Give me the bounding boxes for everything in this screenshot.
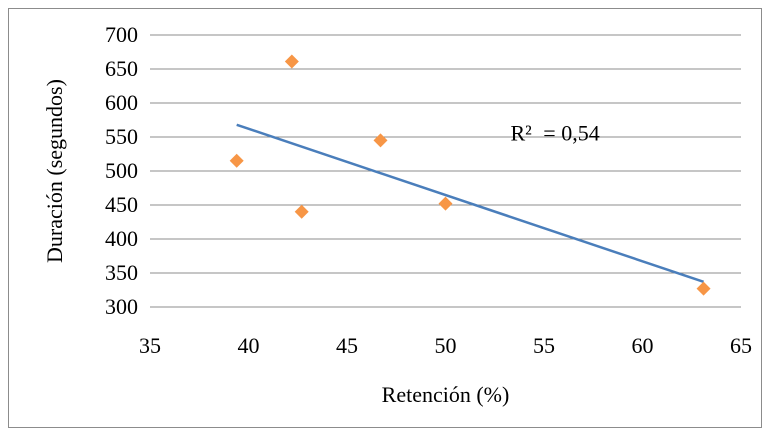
chart-frame	[8, 8, 762, 428]
y-tick-label-400: 400	[105, 226, 138, 251]
y-tick-label-700: 700	[105, 22, 138, 47]
r-squared-annotation: R² = 0,54	[511, 121, 600, 146]
x-tick-label-60: 60	[632, 333, 654, 358]
x-tick-label-65: 65	[730, 333, 752, 358]
trend-line	[236, 123, 704, 284]
y-tick-label-300: 300	[105, 294, 138, 319]
y-tick-label-500: 500	[105, 158, 138, 183]
data-point-4	[373, 133, 388, 148]
data-points	[229, 54, 711, 296]
x-axis-title: Retención (%)	[382, 382, 510, 407]
x-tick-label-35: 35	[139, 333, 161, 358]
y-axis-title: Duración (segundos)	[42, 79, 67, 263]
r-squared-value: = 0,54	[543, 121, 599, 146]
x-tick-label-55: 55	[533, 333, 555, 358]
grid-lines	[150, 34, 741, 274]
x-tick-labels: 35 40 45 50 55 60 65	[139, 333, 752, 358]
x-tick-label-40: 40	[238, 333, 260, 358]
x-tick-label-50: 50	[435, 333, 457, 358]
data-point-1	[229, 153, 244, 168]
y-tick-label-350: 350	[105, 260, 138, 285]
data-point-2	[284, 54, 299, 69]
x-tick-label-45: 45	[336, 333, 358, 358]
data-point-5	[438, 196, 453, 211]
y-tick-label-650: 650	[105, 56, 138, 81]
y-tick-label-450: 450	[105, 192, 138, 217]
y-tick-label-550: 550	[105, 124, 138, 149]
y-tick-labels: 300 350 400 450 500 550 600 650 700	[105, 22, 138, 319]
data-point-6	[696, 281, 711, 296]
data-point-3	[294, 204, 309, 219]
y-tick-label-600: 600	[105, 90, 138, 115]
r-squared-label: R²	[511, 121, 533, 146]
